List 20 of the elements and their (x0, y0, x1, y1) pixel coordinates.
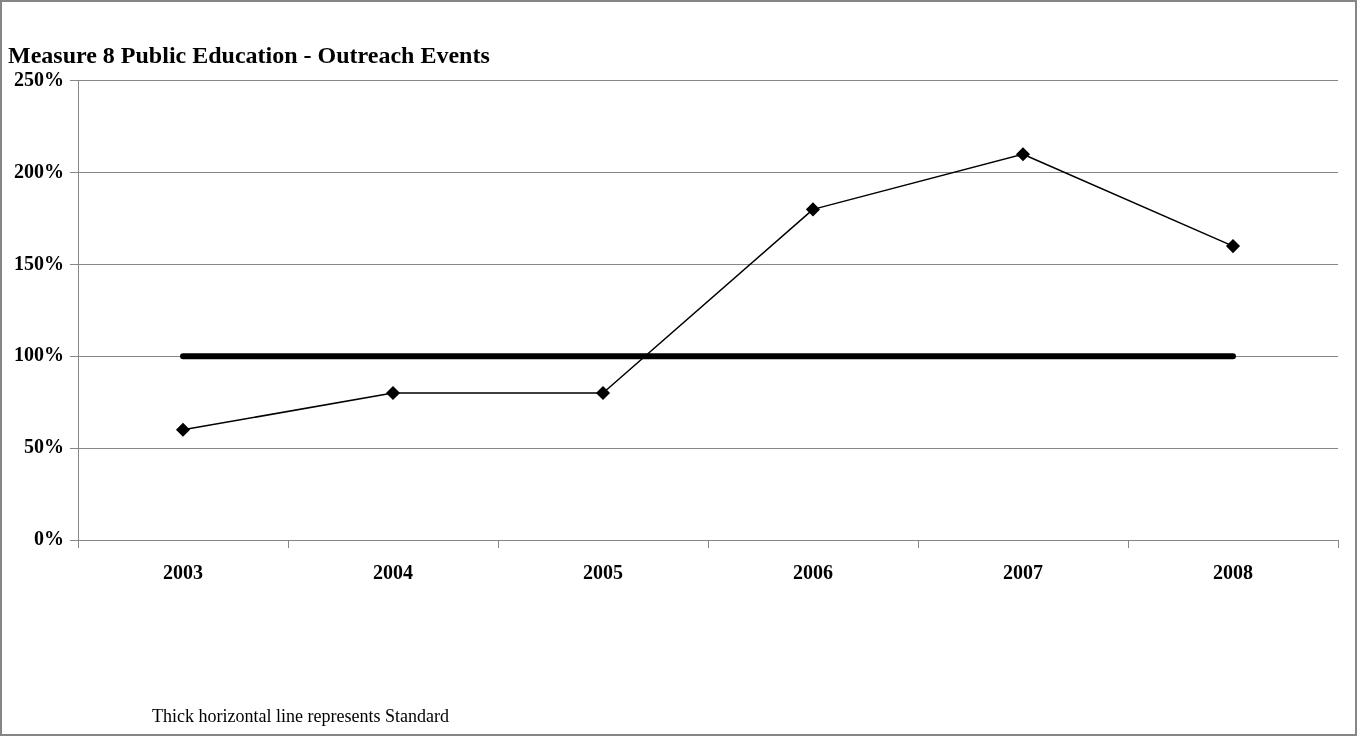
x-tick-label: 2004 (373, 561, 413, 584)
chart-title: Measure 8 Public Education - Outreach Events (8, 41, 490, 68)
point (176, 423, 190, 437)
x-tick-label: 2006 (793, 561, 833, 584)
y-tick-label: 50% (24, 435, 64, 458)
y-tick-label: 0% (34, 527, 64, 550)
y-tick-label: 200% (14, 159, 64, 182)
point (596, 386, 610, 400)
point (1226, 239, 1240, 253)
y-tick-label: 250% (14, 67, 64, 90)
text: Thick horizontal line represents Standard (152, 706, 449, 726)
x-tick-label: 2003 (163, 561, 203, 584)
x-tick-label: 2008 (1213, 561, 1253, 584)
y-tick-label: 100% (14, 343, 64, 366)
x-tick-label: 2007 (1003, 561, 1043, 584)
point (386, 386, 400, 400)
point (806, 202, 820, 217)
point (1016, 147, 1030, 162)
y-tick-label: 150% (14, 251, 64, 274)
x-tick-label: 2005 (583, 561, 623, 584)
